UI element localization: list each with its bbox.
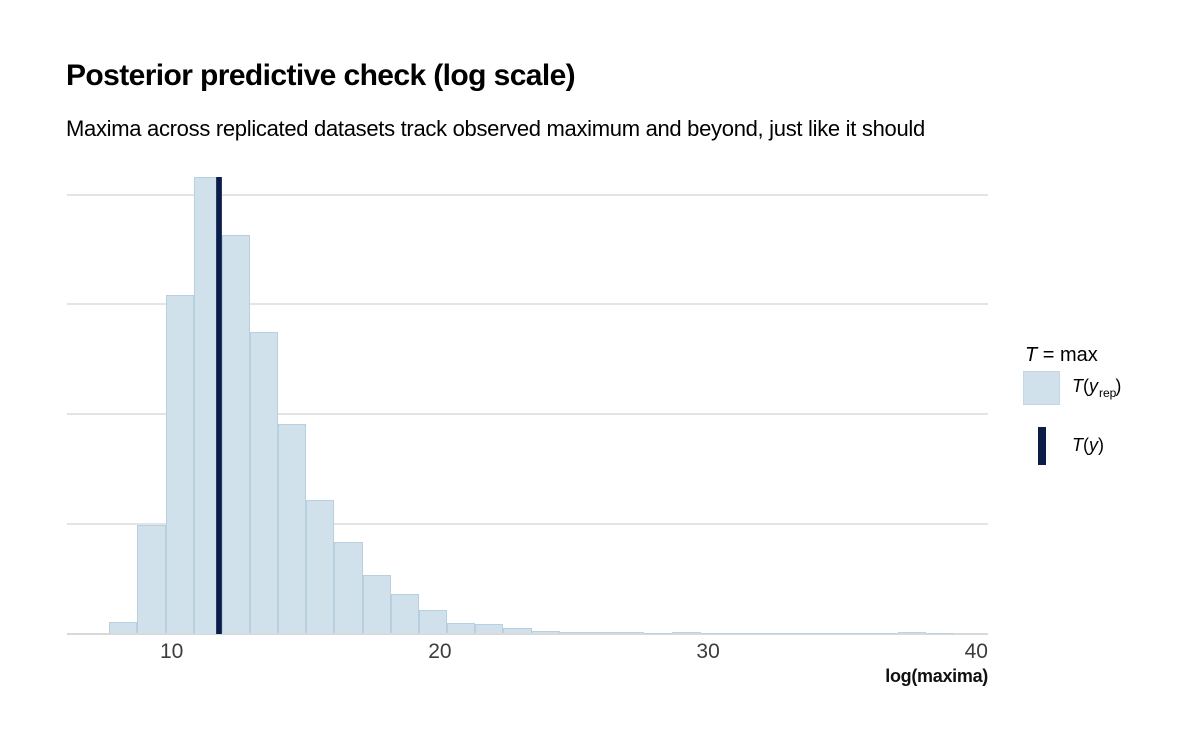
histogram-bar bbox=[221, 234, 250, 634]
histogram-bar bbox=[531, 630, 560, 634]
observed-stat-line bbox=[216, 176, 223, 634]
chart-title: Posterior predictive check (log scale) bbox=[66, 59, 576, 92]
histogram-bar bbox=[475, 623, 504, 634]
histogram-bar bbox=[334, 541, 363, 634]
histogram-bar bbox=[559, 631, 588, 634]
histogram-bar bbox=[250, 332, 279, 634]
x-tick-label: 10 bbox=[160, 640, 184, 663]
histogram-bar bbox=[137, 525, 166, 634]
legend-label-yrep: T(yrep) bbox=[1072, 376, 1122, 400]
histogram-bar bbox=[109, 621, 138, 634]
histogram-bar bbox=[700, 632, 729, 634]
chart-subtitle: Maxima across replicated datasets track … bbox=[66, 116, 925, 141]
histogram-bar bbox=[587, 631, 617, 634]
histogram-bar bbox=[362, 574, 391, 634]
legend-swatch-y-line bbox=[1038, 427, 1046, 465]
histogram-bar bbox=[925, 632, 955, 634]
histogram-bar bbox=[447, 622, 476, 634]
gridline bbox=[66, 413, 988, 416]
x-axis-line bbox=[66, 633, 988, 635]
x-tick-label: 20 bbox=[428, 640, 452, 663]
legend-title: T = max bbox=[1025, 344, 1098, 366]
gridline bbox=[66, 303, 988, 306]
histogram-bar bbox=[306, 499, 335, 634]
gridline bbox=[66, 522, 988, 525]
histogram-bar bbox=[672, 632, 701, 634]
legend-label-y: T(y) bbox=[1072, 435, 1104, 455]
x-axis-title: log(maxima) bbox=[885, 666, 988, 686]
histogram-bar bbox=[390, 594, 419, 634]
histogram-bar bbox=[278, 424, 307, 634]
x-tick-label: 40 bbox=[964, 640, 988, 663]
histogram-bar bbox=[165, 294, 194, 634]
histogram-bar bbox=[897, 632, 926, 634]
gridline bbox=[66, 193, 988, 196]
histogram-bar bbox=[616, 632, 645, 634]
legend-swatch-yrep bbox=[1023, 371, 1060, 405]
histogram-bar bbox=[418, 610, 448, 634]
histogram-bar bbox=[503, 628, 532, 634]
x-tick-label: 30 bbox=[696, 640, 720, 663]
histogram-bar bbox=[644, 632, 673, 634]
